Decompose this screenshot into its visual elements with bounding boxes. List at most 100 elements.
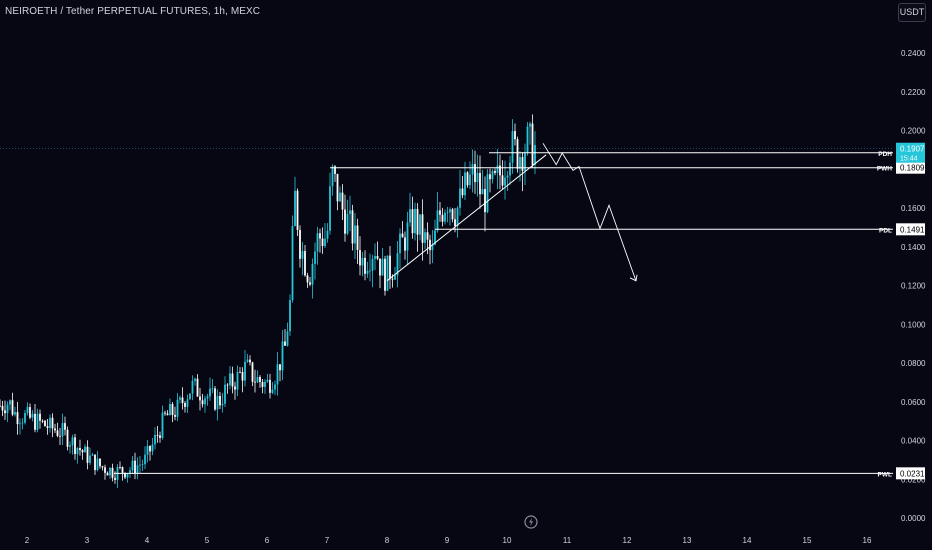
candle-body	[199, 396, 201, 401]
x-tick-label: 7	[325, 536, 330, 545]
candle-body	[141, 464, 144, 465]
candle-body	[451, 209, 454, 220]
candle-body	[421, 214, 424, 243]
y-tick-label: 0.2000	[901, 127, 926, 136]
candle-body	[229, 373, 231, 386]
candle-body	[346, 214, 349, 234]
candle-body	[149, 446, 151, 452]
candle-body	[189, 393, 191, 400]
candle-body	[456, 207, 459, 227]
candle-body	[511, 131, 514, 163]
candle-body	[454, 219, 456, 227]
candle-body	[279, 364, 281, 371]
candle-body	[289, 300, 291, 332]
candle-body	[109, 467, 111, 476]
candle-body	[444, 212, 446, 222]
candle-body	[49, 417, 51, 429]
candle-body	[349, 210, 351, 215]
candle-body	[484, 189, 486, 213]
candle-body	[496, 165, 499, 173]
candle-body	[394, 275, 396, 280]
candle-body	[99, 458, 101, 467]
countdown-text: 15:44	[900, 156, 918, 163]
candle-body	[91, 454, 94, 456]
candle-body	[299, 229, 301, 259]
y-tick-label: 0.0000	[901, 514, 926, 523]
candle-body	[406, 222, 409, 251]
candle-body	[449, 209, 451, 213]
candle-body	[331, 166, 334, 187]
candle-body	[209, 388, 211, 397]
candle-body	[191, 380, 194, 394]
candle-body	[351, 210, 354, 244]
candle-body	[19, 423, 21, 425]
x-tick-label: 5	[205, 536, 210, 545]
candle-body	[136, 465, 139, 474]
candle-body	[216, 396, 219, 410]
y-tick-label: 0.1200	[901, 282, 926, 291]
candle-body	[459, 188, 461, 208]
candle-body	[236, 371, 239, 390]
price-tag-pdl	[896, 223, 925, 236]
candle-body	[256, 377, 259, 383]
level-label-pdh: PDH	[878, 151, 892, 158]
level-label-pwl: PWL	[878, 471, 892, 478]
candle-body	[366, 270, 369, 274]
price-tag-text: 0.1809	[900, 164, 925, 173]
candle-body	[276, 364, 279, 385]
x-tick-label: 14	[743, 536, 752, 545]
candle-body	[249, 359, 251, 363]
candle-body	[14, 412, 16, 415]
candle-body	[146, 446, 149, 455]
candle-body	[521, 157, 524, 171]
x-tick-label: 15	[803, 536, 812, 545]
candle-body	[314, 251, 316, 264]
candle-body	[214, 388, 216, 410]
candle-body	[86, 446, 89, 463]
candle-body	[376, 256, 379, 259]
candle-body	[471, 164, 474, 175]
x-tick-label: 4	[145, 536, 150, 545]
candle-body	[159, 435, 161, 438]
candle-body	[489, 174, 491, 180]
candle-body	[436, 210, 439, 231]
candle-body	[6, 404, 9, 414]
candle-body	[176, 399, 179, 417]
candle-body	[34, 413, 36, 430]
candle-body	[241, 371, 244, 381]
candle-body	[74, 437, 76, 455]
candle-body	[294, 190, 296, 227]
candle-body	[319, 233, 321, 239]
candle-body	[516, 139, 519, 169]
y-tick-label: 0.2200	[901, 88, 926, 97]
level-label-pdl: PDL	[879, 227, 892, 234]
candle-body	[121, 467, 124, 473]
candle-body	[446, 212, 449, 214]
candle-body	[399, 233, 401, 254]
x-tick-label: 8	[385, 536, 390, 545]
candle-body	[439, 210, 441, 215]
candle-body	[31, 413, 34, 418]
candle-body	[79, 448, 81, 451]
candle-body	[71, 437, 74, 446]
candle-body	[59, 435, 61, 437]
candle-body	[356, 225, 359, 251]
candle-body	[466, 172, 469, 186]
currency-selector[interactable]: USDT	[898, 3, 926, 22]
candle-body	[429, 239, 431, 251]
candle-body	[469, 174, 471, 186]
candle-body	[16, 412, 19, 425]
candle-body	[326, 230, 329, 239]
candle-body	[476, 172, 479, 183]
candle-body	[409, 209, 411, 223]
candle-body	[106, 472, 109, 476]
candle-body	[51, 417, 54, 429]
candle-body	[206, 396, 209, 399]
candle-body	[129, 470, 131, 474]
candle-body	[66, 429, 69, 447]
x-tick-label: 3	[85, 536, 90, 545]
candle-body	[474, 164, 476, 183]
y-tick-label: 0.0400	[901, 437, 926, 446]
candle-body	[404, 237, 406, 251]
